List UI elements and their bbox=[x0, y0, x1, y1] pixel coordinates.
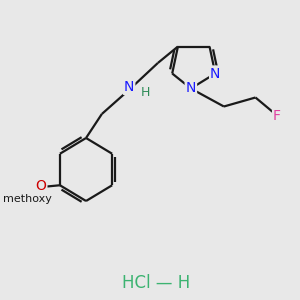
Text: N: N bbox=[210, 67, 220, 80]
Text: F: F bbox=[273, 109, 281, 122]
Text: N: N bbox=[186, 82, 196, 95]
Text: HCl — H: HCl — H bbox=[122, 274, 190, 292]
Text: H: H bbox=[141, 85, 150, 99]
Text: N: N bbox=[124, 80, 134, 94]
Text: O: O bbox=[35, 179, 46, 193]
Text: methoxy: methoxy bbox=[3, 194, 52, 204]
